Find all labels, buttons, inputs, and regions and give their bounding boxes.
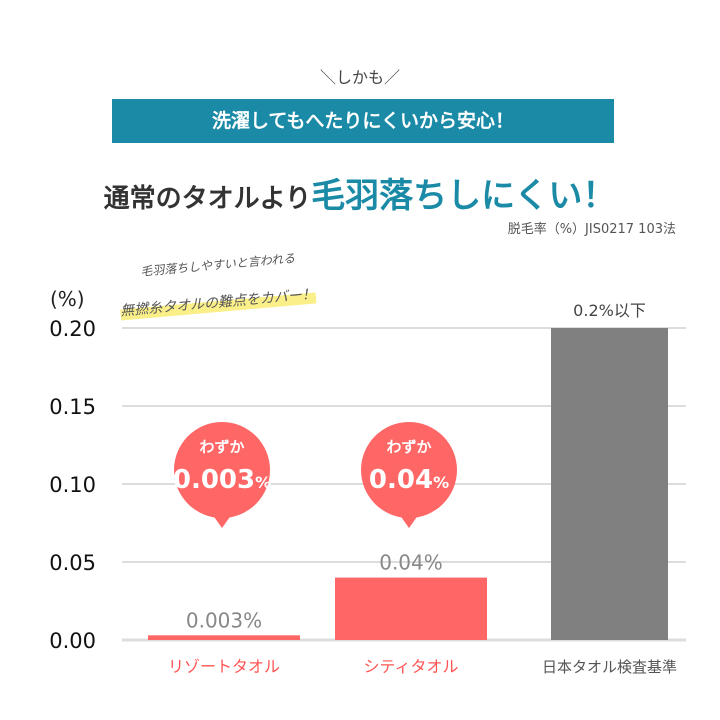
callout-bubble	[361, 422, 457, 518]
method-note: 脱毛率（%）JIS0217 103法	[507, 222, 676, 237]
bar	[148, 635, 300, 640]
callout-number: 0.04	[369, 465, 433, 495]
callout-value: 0.003%	[173, 465, 271, 495]
callout-unit: %	[433, 473, 449, 492]
banner: 洗濯してもへたりにくいから安心！	[112, 99, 614, 143]
bar	[551, 328, 668, 640]
headline-highlight: 毛羽落ちしにくい！	[311, 176, 617, 216]
y-tick-label: 0.15	[49, 395, 96, 419]
headline: 通常のタオルより毛羽落ちしにくい！	[0, 168, 720, 217]
callout-tail	[399, 514, 419, 528]
callout-bubble	[174, 422, 270, 518]
y-tick-label: 0.00	[49, 629, 96, 653]
data-label: 0.2%以下	[573, 301, 646, 320]
y-axis-label: (%)	[50, 287, 85, 311]
callout-tail	[212, 514, 232, 528]
data-label: 0.04%	[379, 551, 443, 575]
intro-text: ＼しかも／	[319, 68, 400, 87]
y-tick-label: 0.05	[49, 551, 96, 575]
callout-number: 0.003	[173, 465, 255, 495]
category-label: シティタオル	[363, 657, 458, 676]
y-tick-label: 0.10	[49, 473, 96, 497]
callout-value: 0.04%	[369, 465, 449, 495]
category-label: 日本タオル検査基準	[542, 658, 677, 676]
bar	[335, 577, 487, 640]
y-tick-label: 0.20	[49, 317, 96, 341]
callout-top: わずか	[386, 438, 431, 456]
headline-prefix: 通常のタオルより	[103, 184, 312, 214]
callout-unit: %	[255, 473, 271, 492]
category-label: リゾートタオル	[168, 657, 280, 676]
data-label: 0.003%	[186, 608, 262, 632]
callout-top: わずか	[199, 438, 244, 456]
